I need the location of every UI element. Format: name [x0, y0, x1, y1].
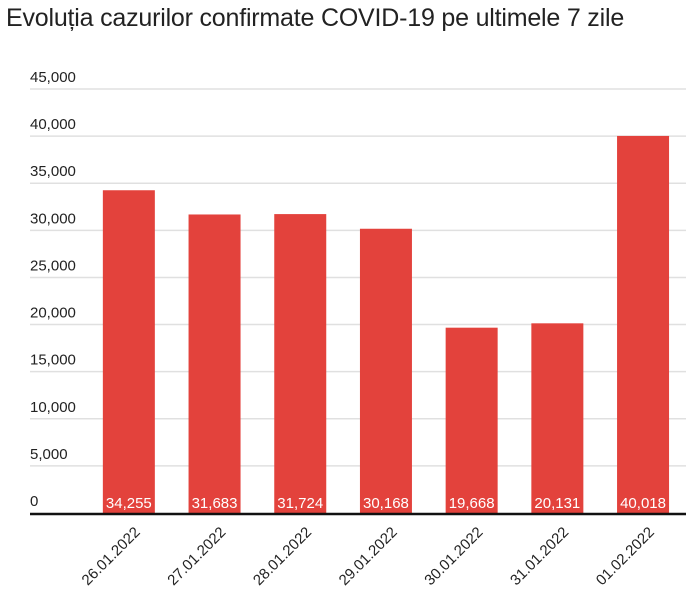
y-tick-label: 10,000: [30, 399, 76, 416]
x-tick-label: 01.02.2022: [593, 524, 658, 589]
y-tick-label: 25,000: [30, 257, 76, 274]
y-tick-label: 30,000: [30, 210, 76, 227]
data-label: 31,724: [277, 495, 323, 512]
x-tick-label: 31.01.2022: [507, 524, 572, 589]
x-tick-label: 26.01.2022: [79, 524, 144, 589]
y-tick-label: 0: [30, 493, 38, 510]
bar: [102, 190, 155, 514]
bar: [617, 135, 670, 513]
data-label: 30,168: [363, 495, 409, 512]
data-label: 20,131: [534, 495, 580, 512]
bar: [274, 214, 327, 513]
bar: [531, 323, 584, 513]
y-tick-label: 45,000: [30, 69, 76, 86]
x-tick-label: 30.01.2022: [421, 524, 486, 589]
data-label: 31,683: [192, 495, 238, 512]
x-tick-label: 27.01.2022: [164, 524, 229, 589]
data-label: 34,255: [106, 495, 152, 512]
y-tick-label: 35,000: [30, 163, 76, 180]
bar: [359, 228, 412, 513]
y-tick-label: 40,000: [30, 116, 76, 133]
x-tick-label: 29.01.2022: [336, 524, 401, 589]
data-label: 40,018: [620, 495, 666, 512]
bar: [445, 327, 498, 513]
x-tick-label: 28.01.2022: [250, 524, 315, 589]
y-tick-label: 20,000: [30, 305, 76, 322]
data-label: 19,668: [449, 495, 495, 512]
chart-title: Evoluția cazurilor confirmate COVID-19 p…: [6, 4, 625, 32]
bar: [188, 214, 241, 513]
y-tick-label: 5,000: [30, 446, 68, 463]
y-tick-label: 15,000: [30, 352, 76, 369]
